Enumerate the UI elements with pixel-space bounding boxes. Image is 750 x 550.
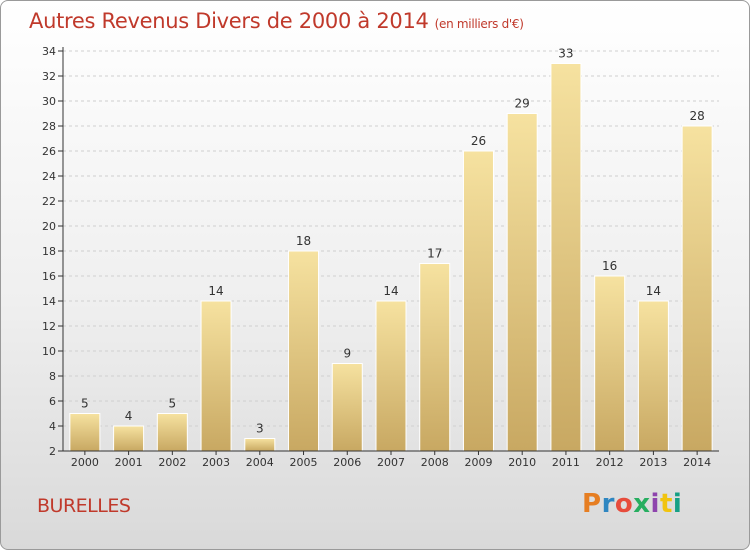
data-label: 26 bbox=[471, 134, 486, 148]
data-label: 18 bbox=[296, 234, 311, 248]
x-tick-label: 2006 bbox=[333, 456, 361, 469]
y-tick-label: 12 bbox=[42, 320, 56, 333]
bar-2005 bbox=[288, 250, 320, 452]
data-label: 3 bbox=[256, 422, 264, 436]
logo-letter: x bbox=[633, 489, 651, 519]
y-tick-label: 30 bbox=[42, 95, 56, 108]
chart-title: Autres Revenus Divers de 2000 à 2014 (en … bbox=[29, 9, 524, 33]
x-tick-label: 2014 bbox=[683, 456, 711, 469]
data-label: 14 bbox=[208, 284, 223, 298]
bar-2008 bbox=[419, 263, 451, 452]
logo-letter: i bbox=[650, 489, 660, 519]
bar-2009 bbox=[462, 150, 494, 452]
data-label: 14 bbox=[646, 284, 661, 298]
y-tick-label: 20 bbox=[42, 220, 56, 233]
logo-letter: t bbox=[659, 489, 673, 519]
y-tick-label: 10 bbox=[42, 345, 56, 358]
data-label: 5 bbox=[81, 397, 89, 411]
bar-2003 bbox=[200, 300, 232, 452]
labels: 2468101214161820222426283032345200042001… bbox=[42, 45, 711, 469]
x-tick-label: 2008 bbox=[421, 456, 449, 469]
data-label: 4 bbox=[125, 409, 133, 423]
data-label: 17 bbox=[427, 247, 442, 261]
y-tick-label: 28 bbox=[42, 120, 56, 133]
x-tick-label: 2010 bbox=[508, 456, 536, 469]
x-tick-label: 2004 bbox=[246, 456, 274, 469]
x-tick-label: 2012 bbox=[596, 456, 624, 469]
y-tick-label: 16 bbox=[42, 270, 56, 283]
x-tick-label: 2009 bbox=[464, 456, 492, 469]
bar-2006 bbox=[331, 363, 363, 452]
x-tick-label: 2007 bbox=[377, 456, 405, 469]
x-tick-label: 2013 bbox=[639, 456, 667, 469]
y-tick-label: 26 bbox=[42, 145, 56, 158]
logo-letter: o bbox=[614, 489, 634, 519]
bar-2001 bbox=[113, 425, 145, 452]
x-tick-label: 2002 bbox=[158, 456, 186, 469]
bar-2002 bbox=[156, 413, 188, 452]
logo-letter: r bbox=[601, 489, 615, 519]
data-label: 9 bbox=[343, 347, 351, 361]
bar-2011 bbox=[550, 63, 582, 452]
y-tick-label: 24 bbox=[42, 170, 56, 183]
bar-2013 bbox=[637, 300, 669, 452]
y-tick-label: 2 bbox=[49, 445, 56, 458]
y-tick-label: 8 bbox=[49, 370, 56, 383]
chart-title-text: Autres Revenus Divers de 2000 à 2014 bbox=[29, 9, 429, 33]
bar-2010 bbox=[506, 113, 538, 452]
data-label: 29 bbox=[515, 97, 530, 111]
commune-name: BURELLES bbox=[37, 495, 131, 517]
bars bbox=[69, 63, 713, 452]
chart-unit: (en milliers d'€) bbox=[434, 17, 524, 31]
proxiti-logo: Proxiti bbox=[582, 489, 682, 519]
bar-2007 bbox=[375, 300, 407, 452]
x-tick-label: 2011 bbox=[552, 456, 580, 469]
x-tick-label: 2003 bbox=[202, 456, 230, 469]
bar-2004 bbox=[244, 438, 276, 452]
bar-2014 bbox=[681, 125, 713, 452]
y-tick-label: 18 bbox=[42, 245, 56, 258]
y-tick-label: 34 bbox=[42, 45, 56, 58]
logo-letter: i bbox=[672, 489, 683, 519]
data-label: 5 bbox=[169, 397, 177, 411]
bar-2012 bbox=[594, 275, 626, 452]
bar-2000 bbox=[69, 413, 101, 452]
logo-letter: P bbox=[582, 489, 602, 519]
x-tick-label: 2005 bbox=[290, 456, 318, 469]
data-label: 14 bbox=[383, 284, 398, 298]
y-tick-label: 22 bbox=[42, 195, 56, 208]
data-label: 28 bbox=[689, 109, 704, 123]
data-label: 16 bbox=[602, 259, 617, 273]
data-label: 33 bbox=[558, 47, 573, 61]
y-tick-label: 14 bbox=[42, 295, 56, 308]
y-tick-label: 6 bbox=[49, 395, 56, 408]
y-tick-label: 4 bbox=[49, 420, 56, 433]
axes bbox=[58, 47, 719, 455]
y-tick-label: 32 bbox=[42, 70, 56, 83]
x-tick-label: 2001 bbox=[115, 456, 143, 469]
x-tick-label: 2000 bbox=[71, 456, 99, 469]
